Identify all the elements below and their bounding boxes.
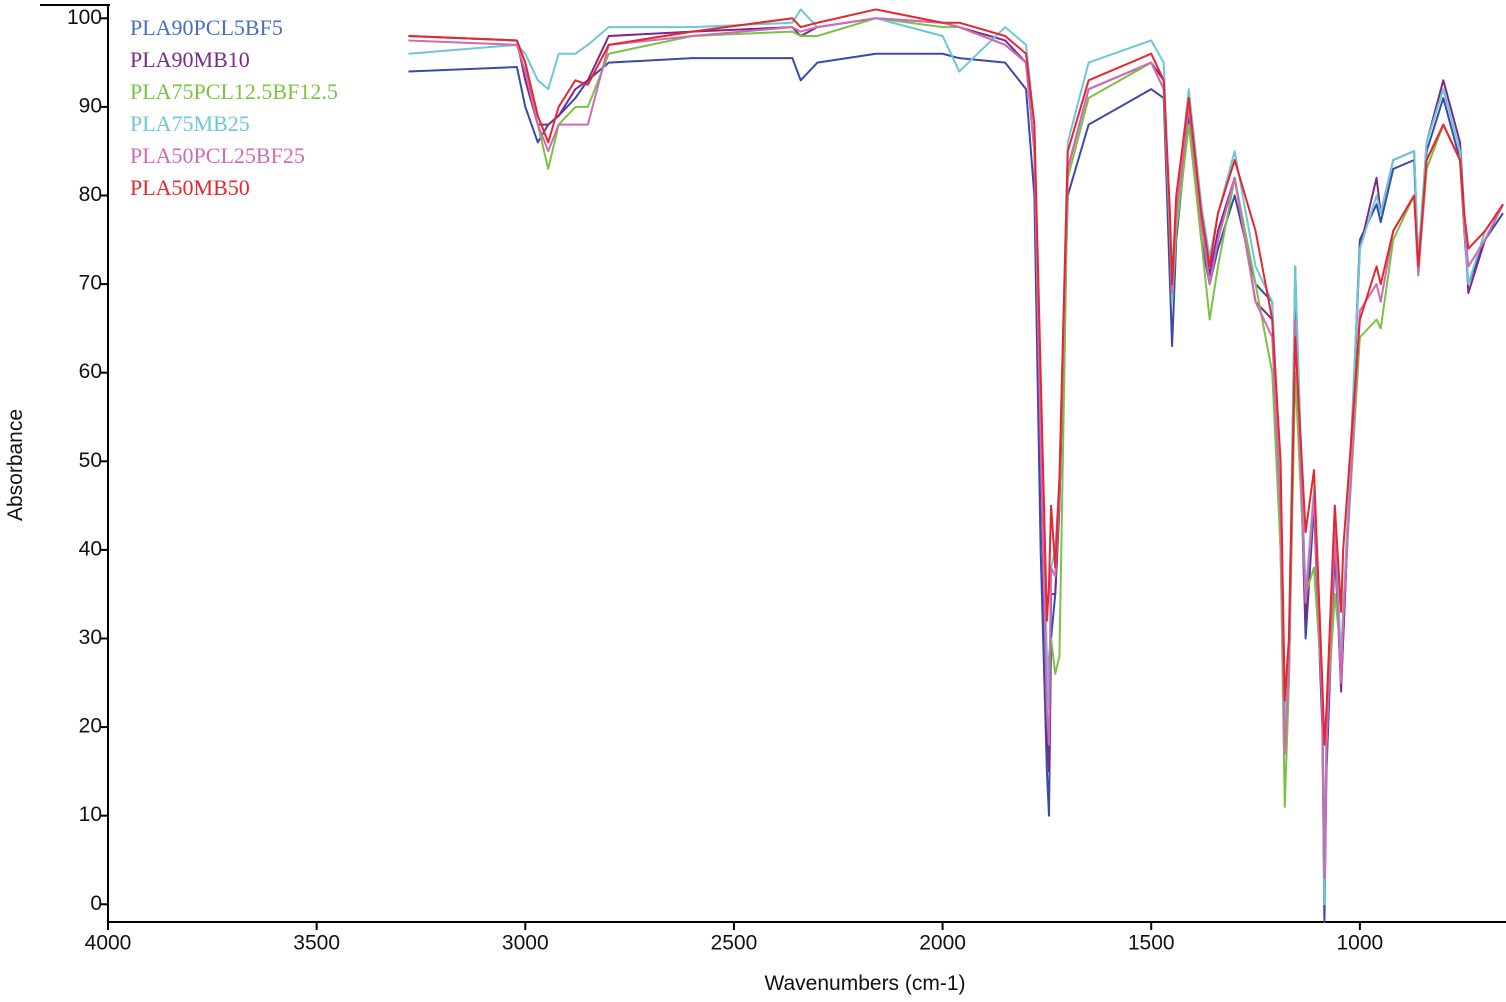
y-tick-label: 90 [79, 94, 102, 117]
spectrum-line [408, 17, 1504, 897]
x-tick-label: 2500 [711, 932, 758, 955]
x-tick-label: 1500 [1128, 932, 1175, 955]
y-tick-label: 0 [90, 892, 102, 915]
x-tick-label: 3000 [502, 932, 549, 955]
legend-entry: PLA50MB50 [130, 175, 250, 200]
y-tick-label: 70 [79, 272, 102, 295]
spectrum-line [408, 17, 1504, 888]
y-tick-label: 100 [67, 6, 102, 29]
y-tick-label: 60 [79, 360, 102, 383]
y-tick-label: 50 [79, 449, 102, 472]
x-tick-label: 2000 [919, 932, 966, 955]
x-tick-label: 4000 [85, 932, 132, 955]
legend-entry: PLA75PCL12.5BF12.5 [130, 79, 338, 104]
y-tick-label: 80 [79, 183, 102, 206]
x-tick-label: 1000 [1337, 932, 1384, 955]
spectrum-line [408, 17, 1504, 879]
legend-entry: PLA90MB10 [130, 47, 250, 72]
spectrum-line [408, 8, 1504, 746]
y-axis-title: Absorbance [4, 409, 27, 521]
spectrum-line [408, 52, 1504, 923]
legend-entry: PLA75MB25 [130, 111, 250, 136]
legend-entry: PLA50PCL25BF25 [130, 143, 305, 168]
x-tick-label: 3500 [293, 932, 340, 955]
y-tick-label: 30 [79, 626, 102, 649]
legend-entry: PLA90PCL5BF5 [130, 15, 283, 40]
spectrum-line [408, 8, 1504, 906]
y-tick-label: 20 [79, 715, 102, 738]
y-tick-label: 10 [79, 803, 102, 826]
y-tick-label: 40 [79, 537, 102, 560]
x-axis-title: Wavenumbers (cm-1) [764, 972, 965, 995]
